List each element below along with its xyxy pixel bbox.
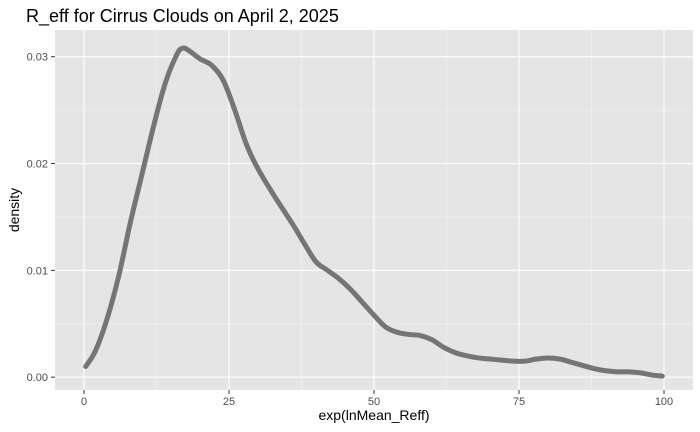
y-tick-label: 0.03: [27, 52, 48, 64]
x-tick-label: 50: [368, 396, 380, 408]
x-tick-label: 75: [513, 396, 525, 408]
y-axis-ticks: 0.00 0.01 0.02 0.03: [27, 52, 55, 384]
chart-title: R_eff for Cirrus Clouds on April 2, 2025: [26, 6, 339, 27]
y-tick-label: 0.01: [27, 265, 48, 277]
x-axis-ticks: 0 25 50 75 100: [81, 390, 673, 408]
y-tick-label: 0.02: [27, 159, 48, 171]
density-line: [83, 45, 665, 379]
x-axis-title: exp(lnMean_Reff): [318, 407, 429, 423]
y-tick-label: 0.00: [27, 372, 48, 384]
y-axis-title: density: [6, 188, 22, 232]
x-tick-label: 0: [81, 396, 87, 408]
x-tick-label: 25: [223, 396, 235, 408]
x-tick-label: 100: [655, 396, 673, 408]
